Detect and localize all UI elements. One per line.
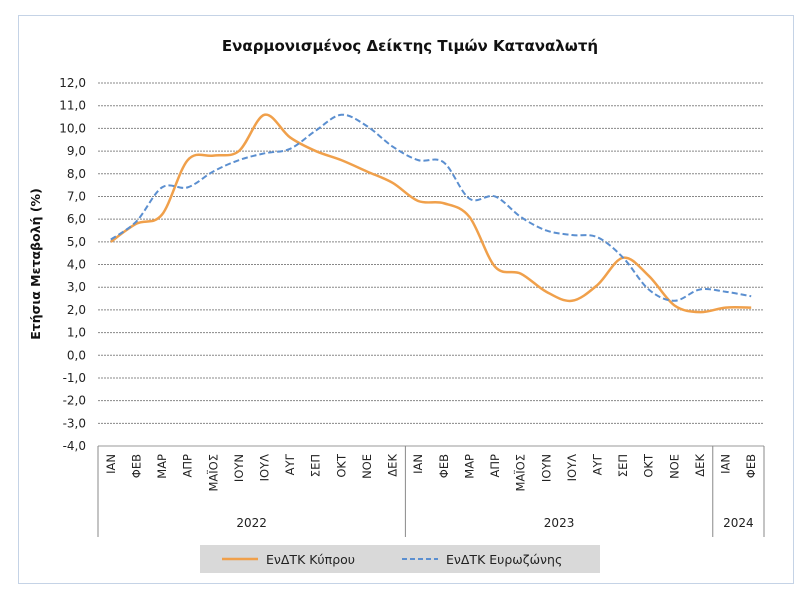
- x-tick-label: ΙΟΥΝ: [232, 454, 246, 482]
- x-tick-label: ΑΠΡ: [488, 454, 502, 478]
- x-tick-label: ΙΟΥΝ: [539, 454, 553, 482]
- x-tick-label: ΙΑΝ: [104, 454, 118, 474]
- x-tick-label: ΔΕΚ: [693, 454, 707, 477]
- y-tick-label: -4,0: [63, 439, 86, 453]
- x-tick-label: ΑΠΡ: [181, 454, 195, 478]
- legend-label-cyprus: ΕνΔΤΚ Κύπρου: [266, 552, 355, 567]
- y-tick-label: 6,0: [67, 212, 86, 226]
- x-tick-label: ΜΑΡ: [462, 454, 476, 479]
- y-tick-label: 9,0: [67, 144, 86, 158]
- y-tick-label: -2,0: [63, 394, 86, 408]
- series-line-eurozone: [110, 113, 752, 302]
- x-tick-label: ΙΑΝ: [411, 454, 425, 474]
- x-tick-label: ΝΟΕ: [360, 454, 374, 479]
- x-tick-label: ΟΚΤ: [334, 453, 348, 478]
- legend: ΕνΔΤΚ Κύπρου ΕνΔΤΚ Ευρωζώνης: [200, 545, 600, 573]
- chart-frame: [18, 15, 794, 584]
- x-tick-label: ΦΕΒ: [129, 454, 143, 478]
- x-tick-label: ΔΕΚ: [386, 454, 400, 477]
- y-tick-label: 12,0: [59, 76, 86, 90]
- y-tick-label: 10,0: [59, 121, 86, 135]
- y-tick-label: 0,0: [67, 348, 86, 362]
- y-axis-label: Ετήσια Μεταβολή (%): [28, 188, 43, 340]
- y-tick-label: 3,0: [67, 280, 86, 294]
- year-label: 2023: [544, 516, 575, 530]
- y-tick-label: 7,0: [67, 189, 86, 203]
- legend-background: [200, 545, 600, 573]
- x-tick-label: ΜΑΡ: [155, 454, 169, 479]
- chart-title: Εναρμονισμένος Δείκτης Τιμών Καταναλωτή: [222, 37, 598, 55]
- y-tick-label: 5,0: [67, 235, 86, 249]
- x-tick-label: ΜΑΪΟΣ: [513, 454, 528, 492]
- y-tick-label: 11,0: [59, 99, 86, 113]
- x-tick-label: ΙΑΝ: [719, 454, 733, 474]
- x-tick-label: ΑΥΓ: [283, 453, 297, 475]
- x-tick-label: ΣΕΠ: [309, 454, 323, 477]
- year-label: 2022: [236, 516, 267, 530]
- x-tick-label: ΦΕΒ: [437, 454, 451, 478]
- x-tick-label: ΙΟΥΛ: [258, 454, 272, 481]
- legend-label-eurozone: ΕνΔΤΚ Ευρωζώνης: [446, 552, 562, 567]
- y-tick-label: -3,0: [63, 416, 86, 430]
- x-tick-label: ΝΟΕ: [667, 454, 681, 479]
- x-tick-label: ΑΥΓ: [591, 453, 605, 475]
- series-line-cyprus: [110, 113, 752, 314]
- x-tick-label: ΜΑΪΟΣ: [205, 454, 220, 492]
- x-tick-label: ΙΟΥΛ: [565, 454, 579, 481]
- y-tick-label: -1,0: [63, 371, 86, 385]
- y-tick-label: 1,0: [67, 326, 86, 340]
- y-tick-label: 8,0: [67, 167, 86, 181]
- y-tick-label: 2,0: [67, 303, 86, 317]
- x-tick-label: ΣΕΠ: [616, 454, 630, 477]
- y-tick-label: 4,0: [67, 258, 86, 272]
- x-tick-label: ΦΕΒ: [744, 454, 758, 478]
- x-tick-label: ΟΚΤ: [642, 453, 656, 478]
- year-label: 2024: [723, 516, 754, 530]
